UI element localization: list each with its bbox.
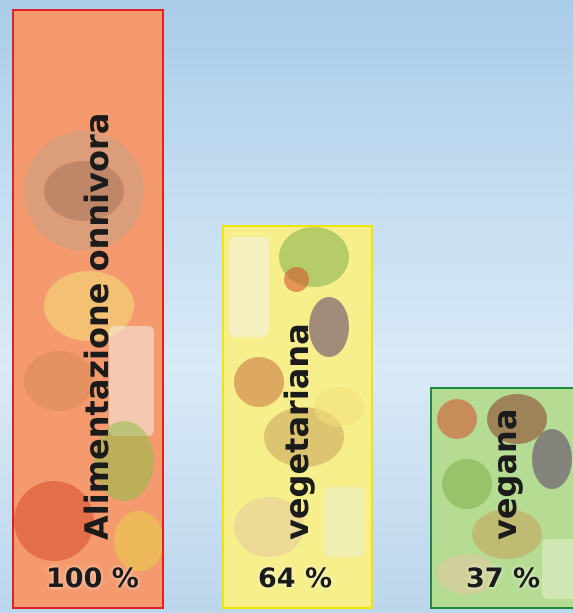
bar-1 (12, 9, 164, 609)
food-illustration (234, 357, 284, 407)
category-label-3: vegana (486, 408, 524, 540)
food-illustration (437, 399, 477, 439)
food-illustration (24, 351, 94, 411)
food-illustration (109, 326, 154, 436)
value-label-1: 100 % (46, 563, 139, 594)
food-illustration (532, 429, 572, 489)
food-illustration (487, 394, 547, 444)
value-label-3: 37 % (466, 563, 541, 594)
food-illustration (442, 459, 492, 509)
food-illustration (437, 554, 497, 594)
food-illustration (472, 509, 542, 559)
food-illustration (284, 267, 309, 292)
food-illustration (542, 539, 573, 599)
bar-2 (222, 225, 373, 609)
value-label-2: 64 % (258, 563, 333, 594)
food-illustration (44, 161, 124, 221)
food-illustration (14, 481, 94, 561)
food-illustration (114, 511, 162, 571)
bar-3 (430, 387, 573, 609)
food-illustration (229, 237, 269, 337)
food-illustration (314, 387, 364, 427)
category-label-2: vegetariana (278, 323, 316, 540)
category-label-1: Alimentazione onnivora (78, 112, 116, 540)
food-illustration (324, 487, 364, 557)
food-illustration (234, 497, 304, 557)
food-illustration (94, 421, 154, 501)
food-illustration (309, 297, 349, 357)
